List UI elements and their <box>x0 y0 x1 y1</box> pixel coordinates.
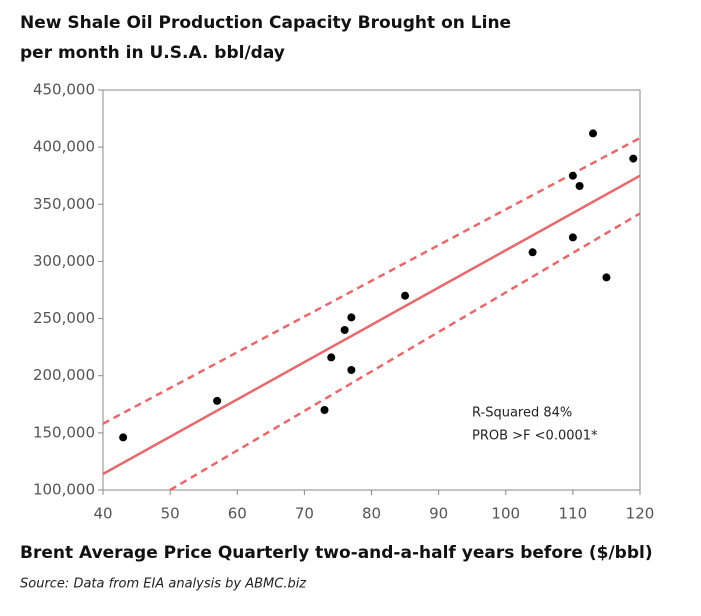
data-point <box>602 273 611 282</box>
data-point <box>347 313 356 322</box>
x-tick-label: 70 <box>295 505 314 523</box>
chart-title: New Shale Oil Production Capacity Brough… <box>20 13 512 63</box>
y-tick-label: 350,000 <box>33 195 95 213</box>
y-tick-label: 250,000 <box>33 309 95 327</box>
x-tick-label: 60 <box>228 505 247 523</box>
fit-line <box>102 174 641 476</box>
data-point <box>528 248 537 257</box>
x-tick-label: 100 <box>491 505 520 523</box>
y-tick-label: 200,000 <box>33 366 95 384</box>
data-point <box>568 171 577 180</box>
data-point <box>629 154 638 163</box>
data-point <box>340 326 349 334</box>
x-tick-label: 90 <box>429 505 448 523</box>
data-point <box>575 182 584 190</box>
y-tick-label: 450,000 <box>33 81 95 99</box>
data-point <box>401 291 410 300</box>
data-point <box>119 433 128 442</box>
confidence-band <box>102 136 641 425</box>
source: Source: Data from EIA analysis by ABMC.b… <box>20 577 307 592</box>
data-point <box>589 129 598 138</box>
x-tick-label: 110 <box>559 505 588 523</box>
data-point <box>327 353 336 362</box>
annotation: PROB >F <0.0001* <box>472 429 598 444</box>
data-point <box>568 233 577 242</box>
data-point <box>347 366 356 374</box>
annotation: R-Squared 84% <box>472 406 572 421</box>
data-point <box>213 396 222 405</box>
y-tick-label: 150,000 <box>33 423 95 441</box>
data-point <box>320 406 329 414</box>
y-tick-label: 100,000 <box>33 481 95 499</box>
x-axis-label: Brent Average Price Quarterly two-and-a-… <box>20 543 653 563</box>
y-tick-label: 300,000 <box>33 252 95 270</box>
x-tick-label: 80 <box>362 505 381 523</box>
x-tick-label: 40 <box>93 505 112 523</box>
x-tick-label: 50 <box>161 505 180 523</box>
confidence-band <box>169 212 641 492</box>
x-tick-label: 120 <box>626 505 655 523</box>
y-tick-label: 400,000 <box>33 138 95 156</box>
